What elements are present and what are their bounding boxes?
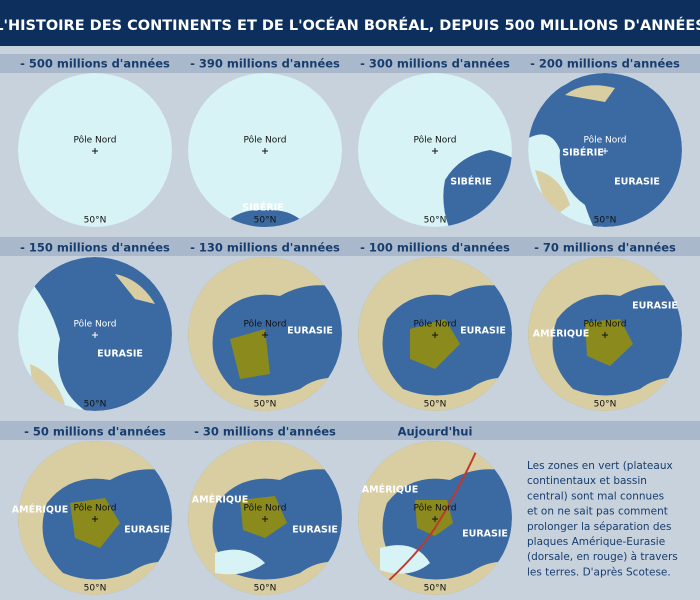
period-label: Aujourd'hui bbox=[398, 425, 473, 439]
region-label: AMÉRIQUE bbox=[192, 494, 248, 506]
region-label: SIBÉRIE bbox=[450, 176, 491, 188]
period-label: - 70 millions d'années bbox=[534, 241, 676, 255]
period-label: - 30 millions d'années bbox=[194, 425, 336, 439]
landmass bbox=[528, 257, 682, 411]
pole-cross bbox=[602, 332, 608, 338]
landmass bbox=[585, 319, 633, 366]
note-line: continentaux et bassin bbox=[527, 475, 647, 487]
latitude-label: 50°N bbox=[254, 216, 277, 226]
period-label: - 100 millions d'années bbox=[360, 241, 510, 255]
region-label: EURASIE bbox=[97, 349, 143, 360]
row-strip bbox=[0, 54, 700, 73]
period-label: - 200 millions d'années bbox=[530, 57, 680, 71]
region-label: EURASIE bbox=[632, 301, 678, 312]
note-line: central) sont mal connues bbox=[527, 490, 664, 502]
period-label: - 130 millions d'années bbox=[190, 241, 340, 255]
landmass bbox=[410, 319, 460, 369]
pole-cross bbox=[432, 516, 438, 522]
landmass bbox=[565, 85, 615, 102]
pole-label: Pôle Nord bbox=[583, 135, 626, 146]
landmass bbox=[415, 500, 453, 536]
landmass bbox=[188, 441, 342, 595]
title: L'HISTOIRE DES CONTINENTS ET DE L'OCÉAN … bbox=[0, 17, 700, 34]
period-label: - 300 millions d'années bbox=[360, 57, 510, 71]
region-label: EURASIE bbox=[287, 326, 333, 337]
pole-label: Pôle Nord bbox=[73, 503, 116, 514]
note-line: plaques Amérique-Eurasie bbox=[527, 536, 665, 548]
note-line: et on ne sait pas comment bbox=[527, 506, 668, 518]
landmass bbox=[115, 274, 155, 304]
pole-cross bbox=[432, 148, 438, 154]
region-label: EURASIE bbox=[460, 326, 506, 337]
latitude-label: 50°N bbox=[84, 400, 107, 410]
pole-cross bbox=[432, 332, 438, 338]
pole-label: Pôle Nord bbox=[243, 319, 286, 330]
region-label: EURASIE bbox=[292, 525, 338, 536]
note-line: prolonger la séparation des bbox=[527, 521, 671, 533]
pole-cross bbox=[262, 332, 268, 338]
landmass bbox=[18, 441, 172, 595]
period-label: - 150 millions d'années bbox=[20, 241, 170, 255]
latitude-label: 50°N bbox=[424, 216, 447, 226]
latitude-label: 50°N bbox=[424, 400, 447, 410]
latitude-label: 50°N bbox=[254, 584, 277, 594]
region-label: AMÉRIQUE bbox=[362, 484, 418, 496]
latitude-label: 50°N bbox=[594, 400, 617, 410]
region-label: SIBÉRIE bbox=[242, 202, 283, 214]
pole-label: Pôle Nord bbox=[73, 319, 116, 330]
landmass bbox=[230, 329, 270, 379]
pole-cross bbox=[92, 516, 98, 522]
note-line: (dorsale, en rouge) à travers bbox=[527, 551, 678, 563]
pole-label: Pôle Nord bbox=[413, 135, 456, 146]
pole-label: Pôle Nord bbox=[413, 503, 456, 514]
landmass bbox=[535, 170, 570, 220]
latitude-label: 50°N bbox=[594, 216, 617, 226]
pole-label: Pôle Nord bbox=[243, 135, 286, 146]
region-label: SIBÉRIE bbox=[562, 147, 603, 159]
pole-label: Pôle Nord bbox=[583, 319, 626, 330]
pole-label: Pôle Nord bbox=[413, 319, 456, 330]
row-strip bbox=[0, 421, 700, 440]
note-line: Les zones en vert (plateaux bbox=[527, 460, 673, 472]
pole-label: Pôle Nord bbox=[243, 503, 286, 514]
landmass bbox=[70, 498, 120, 548]
pole-cross bbox=[262, 516, 268, 522]
region-label: EURASIE bbox=[614, 177, 660, 188]
row-strip bbox=[0, 237, 700, 256]
period-label: - 390 millions d'années bbox=[190, 57, 340, 71]
latitude-label: 50°N bbox=[254, 400, 277, 410]
pole-cross bbox=[602, 148, 608, 154]
note-line: les terres. D'après Scotese. bbox=[527, 566, 671, 578]
region-label: AMÉRIQUE bbox=[533, 328, 589, 340]
pole-cross bbox=[262, 148, 268, 154]
header-bar bbox=[0, 0, 700, 46]
region-label: AMÉRIQUE bbox=[12, 504, 68, 516]
landmass bbox=[188, 257, 342, 411]
region-label: EURASIE bbox=[124, 525, 170, 536]
landmass bbox=[358, 441, 512, 595]
pole-label: Pôle Nord bbox=[73, 135, 116, 146]
period-label: - 500 millions d'années bbox=[20, 57, 170, 71]
landmass bbox=[215, 549, 265, 575]
period-label: - 50 millions d'années bbox=[24, 425, 166, 439]
landmass bbox=[240, 496, 287, 538]
region-label: EURASIE bbox=[462, 529, 508, 540]
pole-cross bbox=[92, 332, 98, 338]
latitude-label: 50°N bbox=[424, 584, 447, 594]
latitude-label: 50°N bbox=[84, 584, 107, 594]
latitude-label: 50°N bbox=[84, 216, 107, 226]
landmass bbox=[358, 257, 512, 411]
ridge bbox=[374, 442, 481, 594]
pole-cross bbox=[92, 148, 98, 154]
